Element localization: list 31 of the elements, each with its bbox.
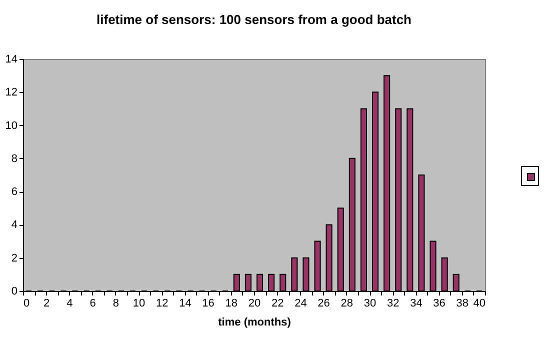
x-tick-label: 10 (132, 298, 146, 310)
x-tick-label: 2 (44, 298, 50, 310)
y-tick-label: 4 (11, 219, 18, 232)
x-tick-label: 8 (112, 298, 119, 310)
x-tick-label: 38 (456, 298, 469, 310)
y-tick-label: 0 (11, 286, 18, 298)
y-tick-label: 12 (5, 86, 18, 99)
y-tick-label: 2 (11, 252, 18, 264)
y-tick-label: 10 (5, 120, 18, 132)
y-tick-label: 6 (11, 186, 18, 198)
x-tick-label: 34 (410, 298, 422, 310)
x-axis-title: time (months) (218, 316, 292, 328)
y-tick-label: 14 (5, 54, 18, 66)
x-tick-label: 40 (473, 298, 486, 310)
x-tick-label: 30 (364, 298, 376, 310)
x-tick-label: 36 (433, 298, 446, 310)
x-tick-label: 20 (248, 298, 261, 310)
x-tick-label: 6 (90, 298, 96, 310)
x-tick-label: 14 (179, 298, 192, 310)
y-tick-label: 8 (11, 152, 18, 165)
chart-title: lifetime of sensors: 100 sensors from a good batch (96, 12, 412, 27)
x-tick-label: 18 (225, 298, 238, 310)
x-tick-label: 12 (156, 298, 168, 310)
x-tick-label: 26 (318, 298, 330, 310)
x-tick-label: 4 (66, 298, 73, 310)
x-tick-label: 16 (202, 298, 214, 310)
x-tick-label: 28 (340, 298, 354, 310)
x-tick-label: 24 (294, 298, 307, 310)
x-tick-label: 22 (271, 298, 284, 310)
x-tick-label: 32 (386, 298, 400, 310)
x-tick-label: 0 (24, 298, 30, 310)
